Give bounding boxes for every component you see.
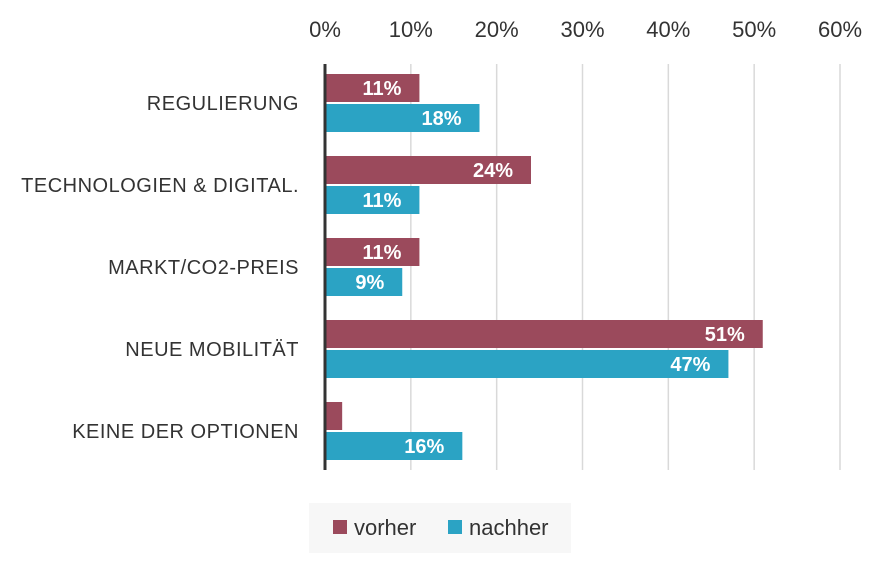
x-tick-label: 40%	[646, 17, 690, 42]
bar-vorher	[325, 320, 763, 348]
x-tick-label: 60%	[818, 17, 862, 42]
category-label: TECHNOLOGIEN & DIGITAL.	[21, 175, 299, 197]
gridlines	[410, 64, 841, 470]
bar-nachher	[325, 350, 729, 378]
x-tick-label: 30%	[560, 17, 604, 42]
legend-label-nachher: nachher	[469, 515, 549, 540]
data-label-nachher: 16%	[404, 436, 444, 458]
bar-nachher	[325, 432, 463, 460]
data-label-nachher: 47%	[670, 354, 710, 376]
data-label-vorher: 51%	[705, 324, 745, 346]
legend-label-vorher: vorher	[354, 515, 416, 540]
category-label: NEUE MOBILITÄT	[125, 339, 299, 361]
bars: 11% 18% 24% 11% 11% 9% 51% 47% 16%	[325, 74, 763, 460]
category-label: REGULIERUNG	[147, 93, 299, 115]
bar-vorher	[325, 238, 420, 266]
data-label-vorher: 11%	[362, 242, 401, 264]
bar-nachher	[325, 268, 403, 296]
x-tick-label: 20%	[475, 17, 519, 42]
x-tick-label: 0%	[309, 17, 341, 42]
x-tick-label: 50%	[732, 17, 776, 42]
category-label: KEINE DER OPTIONEN	[72, 421, 299, 443]
bar-vorher	[325, 156, 531, 184]
bar-nachher	[325, 186, 420, 214]
data-label-vorher: 11%	[362, 78, 401, 100]
legend-background	[309, 503, 571, 553]
legend: vorher nachher	[309, 503, 571, 553]
x-tick-label: 10%	[389, 17, 433, 42]
bar-vorher	[325, 402, 343, 430]
category-labels: REGULIERUNG TECHNOLOGIEN & DIGITAL. MARKT/…	[21, 93, 299, 443]
legend-swatch-vorher	[333, 520, 347, 534]
category-label: MARKT/CO2-PREIS	[108, 257, 299, 279]
data-label-vorher: 24%	[473, 160, 513, 182]
legend-swatch-nachher	[448, 520, 462, 534]
bar-nachher	[325, 104, 480, 132]
data-label-nachher: 11%	[362, 190, 401, 212]
data-label-nachher: 18%	[421, 108, 461, 130]
bar-vorher	[325, 74, 420, 102]
data-label-nachher: 9%	[355, 272, 384, 294]
x-axis-ticks: 0% 10% 20% 30% 40% 50% 60%	[309, 17, 862, 42]
